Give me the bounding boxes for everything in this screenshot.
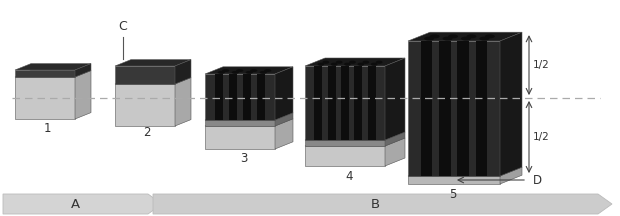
Polygon shape — [275, 119, 293, 149]
Polygon shape — [205, 74, 275, 120]
Polygon shape — [257, 74, 265, 120]
Polygon shape — [439, 41, 451, 176]
Ellipse shape — [424, 37, 434, 41]
Polygon shape — [3, 194, 162, 214]
Polygon shape — [458, 41, 469, 176]
Polygon shape — [175, 78, 191, 126]
Polygon shape — [500, 32, 522, 176]
Ellipse shape — [376, 61, 383, 64]
Ellipse shape — [363, 61, 370, 64]
Ellipse shape — [443, 37, 453, 41]
Polygon shape — [275, 113, 293, 126]
Polygon shape — [205, 119, 293, 126]
Ellipse shape — [479, 37, 489, 41]
Polygon shape — [408, 167, 522, 176]
Ellipse shape — [264, 69, 272, 72]
Polygon shape — [15, 70, 75, 77]
Ellipse shape — [322, 61, 329, 64]
Polygon shape — [115, 66, 175, 84]
Polygon shape — [305, 140, 385, 146]
Ellipse shape — [232, 71, 239, 74]
Polygon shape — [341, 66, 349, 140]
Ellipse shape — [344, 63, 351, 66]
Ellipse shape — [466, 34, 476, 38]
Polygon shape — [205, 120, 275, 126]
Text: C: C — [118, 20, 127, 33]
Polygon shape — [175, 60, 191, 84]
Ellipse shape — [485, 34, 495, 38]
Polygon shape — [327, 66, 335, 140]
Polygon shape — [275, 67, 293, 120]
Polygon shape — [205, 126, 275, 149]
Polygon shape — [305, 146, 385, 166]
Polygon shape — [205, 113, 293, 120]
Ellipse shape — [218, 71, 225, 74]
Polygon shape — [305, 138, 405, 146]
Ellipse shape — [317, 63, 324, 66]
Text: 5: 5 — [450, 187, 457, 200]
Text: B: B — [371, 197, 380, 211]
Polygon shape — [242, 74, 251, 120]
Polygon shape — [15, 64, 91, 70]
Text: 1/2: 1/2 — [533, 60, 550, 70]
Ellipse shape — [236, 69, 244, 72]
Polygon shape — [115, 60, 191, 66]
Polygon shape — [408, 32, 522, 41]
Polygon shape — [153, 194, 612, 214]
Polygon shape — [500, 167, 522, 184]
Text: 2: 2 — [143, 127, 151, 140]
Ellipse shape — [371, 63, 378, 66]
Polygon shape — [385, 132, 405, 146]
Polygon shape — [15, 77, 75, 119]
Polygon shape — [420, 41, 432, 176]
Polygon shape — [75, 64, 91, 77]
Ellipse shape — [349, 61, 356, 64]
Polygon shape — [115, 84, 175, 126]
Polygon shape — [215, 74, 223, 120]
Text: 4: 4 — [345, 170, 353, 183]
Polygon shape — [368, 66, 376, 140]
Ellipse shape — [358, 63, 364, 66]
Ellipse shape — [330, 63, 337, 66]
Ellipse shape — [336, 61, 343, 64]
Text: D: D — [533, 173, 542, 186]
Polygon shape — [314, 66, 322, 140]
Polygon shape — [408, 41, 500, 176]
Ellipse shape — [448, 34, 458, 38]
Polygon shape — [115, 78, 191, 84]
Polygon shape — [305, 132, 405, 140]
Polygon shape — [408, 176, 500, 184]
Text: 3: 3 — [241, 152, 247, 165]
Ellipse shape — [222, 69, 229, 72]
Ellipse shape — [430, 34, 440, 38]
Polygon shape — [305, 58, 405, 66]
Ellipse shape — [250, 69, 257, 72]
Polygon shape — [305, 66, 385, 140]
Polygon shape — [15, 71, 91, 77]
Text: 1: 1 — [43, 121, 51, 135]
Text: 1/2: 1/2 — [533, 132, 550, 142]
Polygon shape — [205, 67, 293, 74]
Ellipse shape — [246, 71, 253, 74]
Text: A: A — [71, 197, 80, 211]
Polygon shape — [75, 71, 91, 119]
Polygon shape — [385, 138, 405, 166]
Polygon shape — [476, 41, 487, 176]
Polygon shape — [355, 66, 362, 140]
Polygon shape — [385, 58, 405, 140]
Ellipse shape — [461, 37, 471, 41]
Ellipse shape — [260, 71, 267, 74]
Polygon shape — [229, 74, 237, 120]
